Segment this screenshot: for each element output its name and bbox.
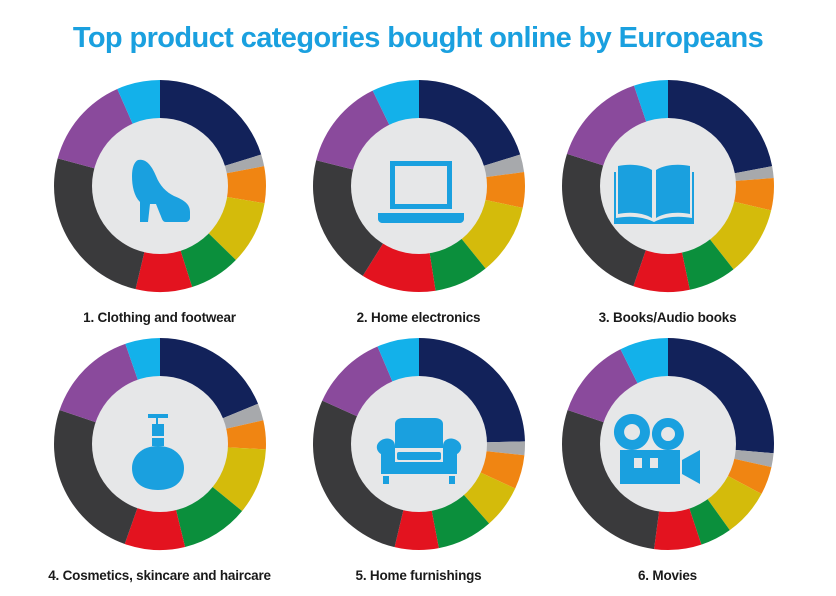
donut-segment-red: [394, 502, 439, 550]
donut-segment-purple: [322, 346, 396, 420]
donut-segment-orange: [473, 450, 525, 489]
donut-segment-charcoal: [562, 153, 649, 287]
donut-segment-purple: [567, 349, 642, 425]
donut-segment-red: [135, 243, 193, 292]
donut-segment-charcoal: [53, 158, 147, 290]
donut-segment-orange: [477, 172, 525, 208]
donut-segment-grey: [726, 166, 774, 182]
donut-chart-electronics: [313, 80, 525, 292]
donut-panel-electronics: 2. Home electronics: [279, 80, 558, 330]
donut-caption-furnishings: 5. Home furnishings: [355, 568, 482, 583]
donut-segment-grey: [726, 449, 774, 468]
donut-caption-electronics: 2. Home electronics: [356, 310, 481, 325]
donut-segment-purple: [57, 88, 136, 171]
donut-segment-purple: [316, 90, 393, 172]
donut-caption-books: 3. Books/Audio books: [598, 310, 737, 325]
open-book-icon: [614, 164, 694, 224]
donut-segment-charcoal: [53, 409, 141, 544]
donut-panel-cosmetics: 4. Cosmetics, skincare and haircare: [20, 338, 299, 588]
donut-panel-clothing: 1. Clothing and footwear: [20, 80, 299, 330]
donut-panel-movies: 6. Movies: [528, 338, 807, 588]
donut-segment-red: [124, 500, 186, 550]
donut-segment-orange: [720, 457, 772, 494]
donut-segment-navy: [160, 338, 259, 422]
donut-segment-orange: [218, 420, 266, 450]
movie-camera-icon: [613, 414, 700, 484]
donut-segment-grey: [215, 403, 264, 431]
donut-segment-green: [686, 492, 730, 545]
armchair-icon: [376, 418, 462, 484]
donut-segment-cyan: [377, 338, 419, 389]
donut-segment-navy: [419, 338, 525, 443]
donut-panel-furnishings: 5. Home furnishings: [279, 338, 558, 588]
donut-segment-cyan: [125, 338, 160, 388]
donut-segment-navy: [419, 80, 521, 169]
donut-segment-red: [654, 500, 702, 550]
donut-segment-cyan: [633, 80, 668, 130]
perfume-bottle-icon: [132, 414, 184, 490]
donut-caption-cosmetics: 4. Cosmetics, skincare and haircare: [48, 568, 271, 583]
donut-segment-grey: [478, 441, 525, 456]
donut-segment-cyan: [117, 80, 160, 132]
donut-segment-orange: [218, 166, 266, 204]
chart-title: Top product categories bought online by …: [72, 22, 764, 54]
donut-segment-orange: [726, 178, 774, 211]
donut-segment-grey: [476, 154, 525, 179]
donut-segment-navy: [668, 80, 773, 175]
donut-segment-purple: [566, 85, 649, 168]
donut-segment-purple: [59, 343, 141, 425]
laptop-icon: [378, 161, 464, 223]
donut-caption-clothing: 1. Clothing and footwear: [83, 310, 236, 325]
donut-caption-movies: 6. Movies: [638, 568, 697, 583]
high-heel-shoe-icon: [132, 159, 190, 222]
donut-segment-navy: [160, 80, 262, 169]
donut-segment-navy: [668, 338, 774, 454]
donut-segment-red: [633, 242, 690, 292]
donut-segment-charcoal: [313, 160, 388, 276]
donut-segment-grey: [217, 154, 265, 175]
donut-panel-books: 3. Books/Audio books: [528, 80, 807, 330]
